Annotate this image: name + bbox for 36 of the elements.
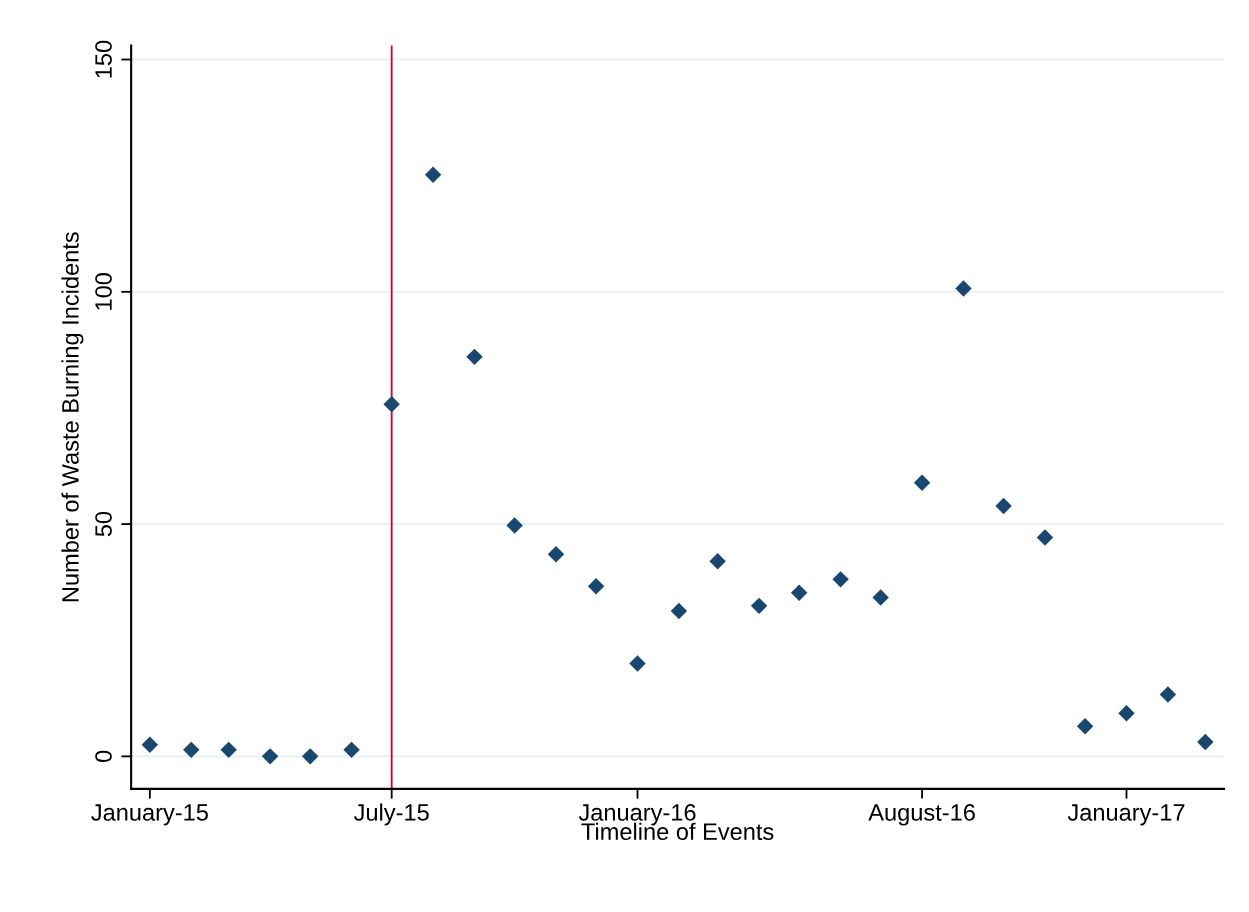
point [1118, 704, 1135, 722]
point [872, 589, 889, 606]
point [955, 280, 972, 297]
point [261, 748, 279, 765]
y-axis-title: Number of Waste Burning Incidents [61, 232, 84, 602]
x-tick-label: July-15 [353, 803, 429, 826]
point [913, 474, 931, 491]
y-tick-label: 100 [95, 273, 112, 310]
point [1076, 717, 1094, 735]
point [670, 602, 688, 620]
point [1036, 529, 1054, 546]
point [995, 497, 1012, 515]
point [832, 571, 849, 588]
point [750, 597, 768, 615]
point [506, 517, 523, 534]
point [220, 741, 237, 759]
point [343, 741, 360, 759]
x-tick-label: January-15 [91, 804, 208, 826]
point [1197, 733, 1214, 751]
point [629, 655, 646, 672]
point [183, 741, 200, 759]
point [547, 546, 565, 563]
point [141, 736, 159, 753]
point [1159, 686, 1177, 703]
x-tick-label: August-16 [868, 804, 975, 826]
x-tick-label: January-17 [1067, 804, 1185, 826]
y-tick-label: 50 [95, 511, 112, 537]
point [790, 584, 808, 602]
point [383, 396, 400, 413]
y-tick-label: 0 [95, 750, 112, 762]
y-tick-label: 150 [95, 40, 112, 78]
point [587, 578, 605, 595]
point [466, 348, 483, 366]
point [301, 748, 319, 765]
point [424, 166, 442, 183]
point [709, 553, 726, 570]
